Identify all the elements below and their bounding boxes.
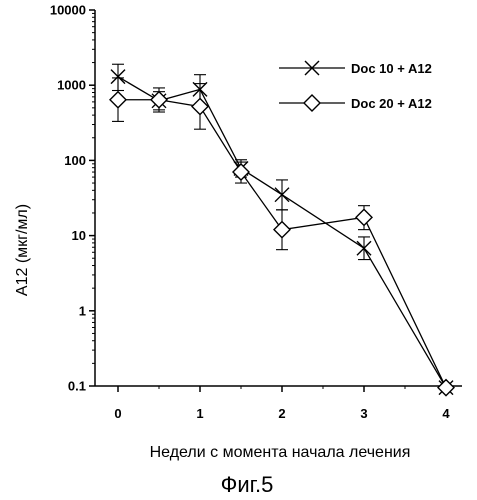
x-marker [304, 60, 320, 76]
y-tick-label: 1 [79, 303, 86, 318]
axes [89, 9, 462, 392]
figure-caption: Фиг.5 [221, 472, 274, 497]
x-tick-label: 0 [114, 406, 121, 421]
diamond-marker [273, 220, 291, 239]
series-2 [109, 77, 455, 397]
x-marker [356, 240, 372, 256]
diamond-marker [232, 163, 250, 182]
diamond-marker [150, 90, 168, 109]
y-axis-title: A12 (мкг/мл) [14, 204, 31, 296]
diamond-marker [303, 94, 321, 112]
x-marker [110, 69, 126, 85]
legend-label: Doc 20 + A12 [351, 96, 432, 111]
diamond-marker [355, 208, 373, 227]
x-tick-labels: 0 1 2 3 4 [114, 406, 450, 421]
y-tick-label: 100 [64, 153, 86, 168]
x-tick-label: 2 [278, 406, 285, 421]
y-tick-label: 10 [72, 228, 86, 243]
diamond-marker [437, 378, 455, 397]
diamond-marker [191, 97, 209, 116]
x-tick-label: 1 [196, 406, 203, 421]
y-tick-label: 10000 [50, 3, 86, 18]
x-tick-label: 4 [442, 406, 450, 421]
y-tick-label: 0.1 [68, 379, 86, 394]
x-axis-title: Недели с момента начала лечения [150, 444, 411, 461]
x-marker [274, 187, 290, 203]
series [109, 63, 455, 397]
legend-label: Doc 10 + A12 [351, 61, 432, 76]
diamond-marker [109, 90, 127, 109]
legend: Doc 10 + A12 Doc 20 + A12 [279, 60, 432, 112]
y-tick-label: 1000 [57, 78, 86, 93]
y-tick-labels: 0.1 1 10 100 1000 10000 [50, 3, 86, 394]
x-tick-label: 3 [360, 406, 367, 421]
